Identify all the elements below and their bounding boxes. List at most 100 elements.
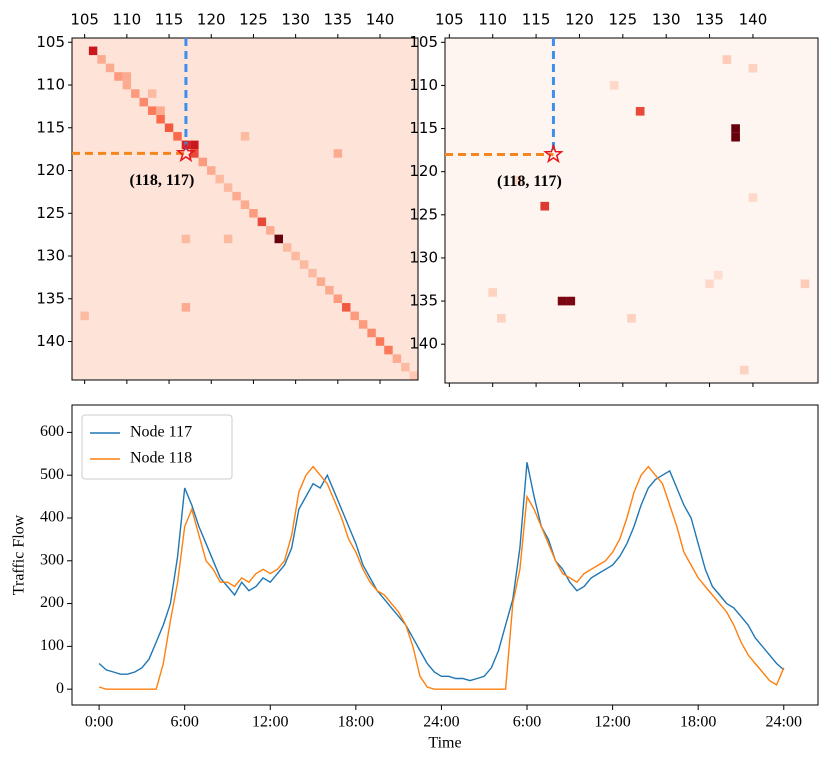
- heatmap-cell: [488, 288, 498, 297]
- y-tick-label: 105: [409, 33, 438, 51]
- y-tick-label: 200: [40, 594, 64, 611]
- x-tick-label: 12:00: [594, 714, 630, 731]
- heatmap-cell: [731, 132, 740, 142]
- heatmap-cell: [748, 193, 758, 202]
- heatmap-cell: [401, 362, 410, 372]
- heatmap-cell: [291, 251, 300, 261]
- x-tick-label: 24:00: [766, 714, 802, 731]
- heatmap-cell: [207, 166, 216, 175]
- heatmap-cell: [164, 123, 174, 133]
- heatmap-cell: [713, 270, 723, 280]
- heatmap-cell: [122, 80, 132, 90]
- y-tick-label: 600: [40, 423, 64, 440]
- heatmap-cell: [609, 81, 619, 90]
- y-axis-label: Traffic Flow: [11, 514, 28, 595]
- x-tick-label: 18:00: [338, 714, 374, 731]
- plot-frame: [444, 37, 819, 384]
- heatmap-cell: [147, 106, 157, 115]
- heatmap-cell: [566, 296, 576, 306]
- heatmap-cell: [190, 149, 199, 158]
- series-line: [98, 462, 785, 682]
- heatmap-cell: [557, 296, 567, 306]
- heatmap-cell: [257, 217, 267, 227]
- heatmap-cell: [232, 191, 241, 201]
- x-tick-label: 130: [652, 11, 681, 29]
- y-tick-label: 130: [409, 248, 438, 266]
- x-tick-label: 6:00: [170, 714, 198, 731]
- heatmap-cell: [114, 72, 123, 81]
- heatmap-cell: [215, 174, 224, 184]
- heatmap-cell: [97, 55, 106, 64]
- heatmap-cell: [748, 63, 758, 73]
- heatmap-cell: [367, 328, 376, 338]
- y-tick-label: 130: [36, 247, 65, 265]
- legend-label: Node 118: [130, 450, 192, 467]
- heatmap-cell: [198, 157, 208, 167]
- x-tick-label: 18:00: [680, 714, 716, 731]
- y-tick-label: 125: [36, 204, 65, 222]
- heatmap-cell: [223, 183, 233, 192]
- heatmap-cell: [497, 314, 506, 323]
- x-tick-label: 24:00: [423, 714, 459, 731]
- heatmap-cell: [266, 226, 275, 235]
- heatmap-cell: [131, 89, 140, 98]
- heatmap-cell: [190, 140, 199, 150]
- y-tick-label: 120: [409, 162, 438, 180]
- heatmap-cell: [299, 260, 309, 269]
- heatmap-cell: [308, 268, 317, 278]
- heatmap-cell: [540, 201, 550, 211]
- heatmap-cell: [88, 46, 98, 56]
- x-tick-label: 0:00: [85, 714, 113, 731]
- heatmap-cell: [139, 97, 148, 107]
- x-tick-label: 115: [522, 11, 551, 29]
- heatmap-cell: [705, 279, 714, 289]
- annotation: (118, 117): [129, 172, 194, 189]
- heatmap-cell: [358, 320, 368, 329]
- legend-label: Node 117: [130, 424, 192, 441]
- x-tick-label: 130: [281, 11, 310, 29]
- x-tick-label: 135: [695, 11, 724, 29]
- x-tick-label: 125: [239, 11, 268, 29]
- heatmap-background: [445, 38, 818, 383]
- y-tick-label: 300: [40, 551, 64, 568]
- legend-box: [81, 414, 233, 480]
- y-tick-label: 110: [409, 76, 438, 94]
- heatmap-cell: [156, 114, 165, 124]
- heatmap-cell: [333, 149, 343, 158]
- y-tick-label: 115: [36, 118, 65, 136]
- y-tick-label: 120: [36, 161, 65, 179]
- y-tick-label: 115: [409, 119, 438, 137]
- y-tick-label: 110: [36, 76, 65, 94]
- heatmap-cell: [181, 303, 191, 312]
- star-marker: [175, 142, 197, 163]
- annotation: (118, 117): [497, 173, 562, 190]
- x-axis-label: Time: [428, 735, 461, 752]
- heatmap-cell: [350, 311, 359, 321]
- heatmap-cell: [249, 209, 258, 218]
- x-tick-label: 110: [113, 11, 142, 29]
- star-marker: [543, 143, 564, 164]
- y-tick-label: 0: [56, 680, 64, 697]
- x-tick-label: 135: [324, 11, 353, 29]
- heatmap-cell: [384, 345, 393, 355]
- heatmap-cell: [80, 311, 89, 321]
- heatmap-cell: [223, 234, 233, 244]
- heatmap-cell: [274, 234, 283, 244]
- y-tick-label: 400: [40, 509, 64, 526]
- heatmap-cell: [627, 314, 636, 323]
- y-tick-label: 140: [409, 335, 438, 353]
- heatmap-cell: [325, 285, 334, 295]
- y-tick-label: 500: [40, 466, 64, 483]
- x-tick-label: 6:00: [513, 714, 541, 731]
- heatmap-cell: [731, 124, 740, 133]
- x-tick-label: 115: [155, 11, 184, 29]
- y-tick-label: 140: [36, 332, 65, 350]
- heatmap-cell: [375, 337, 385, 346]
- heatmap-cell: [722, 55, 732, 64]
- x-tick-label: 105: [70, 11, 99, 29]
- x-tick-label: 125: [609, 11, 638, 29]
- heatmap-cell: [122, 72, 132, 81]
- heatmap-cell: [333, 294, 343, 304]
- heatmap-cell: [342, 303, 351, 312]
